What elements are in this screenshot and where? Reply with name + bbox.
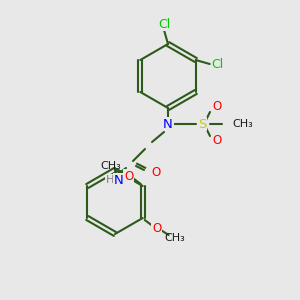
Text: O: O <box>212 134 222 148</box>
Text: O: O <box>124 169 133 182</box>
Text: CH₃: CH₃ <box>100 161 121 171</box>
Text: H: H <box>106 175 114 185</box>
Text: S: S <box>198 118 206 130</box>
Text: Cl: Cl <box>212 58 224 70</box>
Text: O: O <box>152 166 160 178</box>
Text: CH₃: CH₃ <box>164 233 185 243</box>
Text: O: O <box>212 100 222 113</box>
Text: N: N <box>114 173 124 187</box>
Text: N: N <box>163 118 173 130</box>
Text: O: O <box>152 221 161 235</box>
Text: Cl: Cl <box>158 17 170 31</box>
Text: CH₃: CH₃ <box>232 119 253 129</box>
